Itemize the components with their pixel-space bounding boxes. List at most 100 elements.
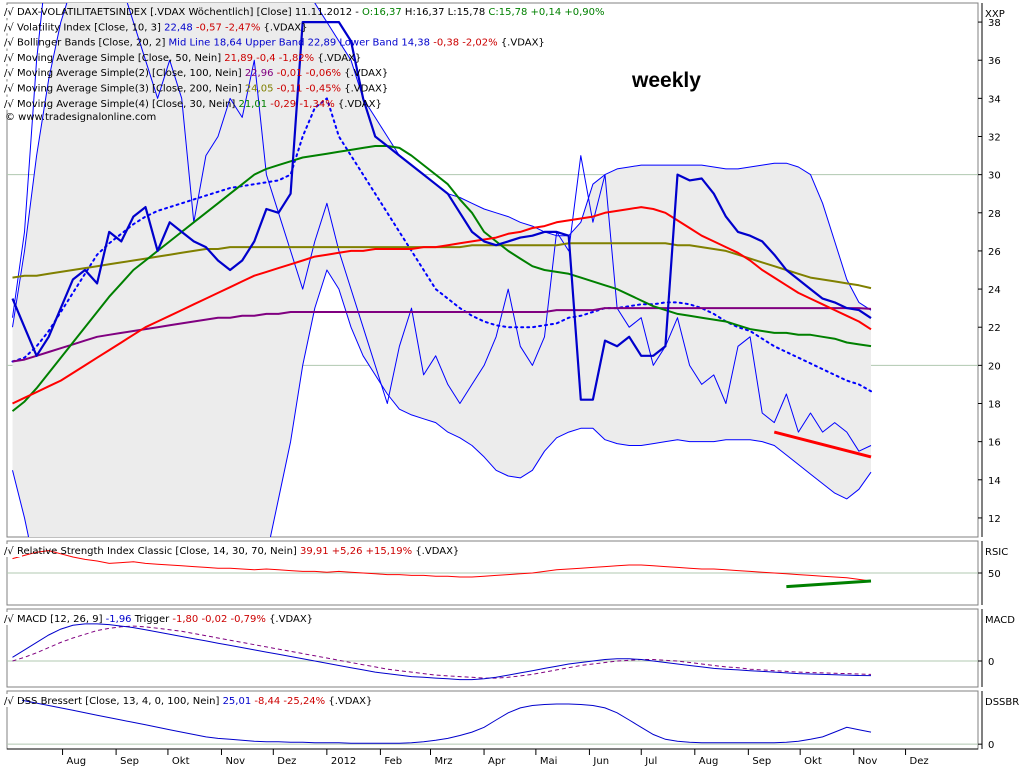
main-legend-icon: /√ — [4, 84, 14, 95]
series-mid-line — [11, 97, 872, 393]
main-ytick-label: 14 — [988, 476, 1001, 487]
main-legend-segment: -0,11 -0,45% — [273, 84, 341, 95]
main-legend-icon: /√ — [4, 38, 14, 49]
main-legend-segment: Volatility Index [Close, 10, 3] — [17, 22, 164, 33]
x-tick-label: Mai — [540, 756, 558, 767]
main-legend-segment: -0,38 -2,02% — [430, 38, 498, 49]
bollinger-band-fill — [12, 3, 871, 537]
main-ytick-label: 22 — [988, 323, 1001, 334]
main-ytick-label: 26 — [988, 247, 1001, 258]
main-legend-line: Moving Average Simple [Close, 50, Nein] … — [17, 53, 361, 64]
x-tick-label: Sep — [752, 756, 771, 767]
main-legend-line: Moving Average Simple(3) [Close, 200, Ne… — [17, 84, 388, 95]
main-legend-segment: {.VDAX} — [335, 99, 382, 110]
x-tick-label: Mrz — [434, 756, 452, 767]
rsi-legend-bg — [2, 544, 22, 557]
main-legend-segment: {.VDAX} — [341, 68, 388, 79]
x-tick-label: Sep — [120, 756, 139, 767]
main-legend-segment: {.VDAX} — [260, 22, 307, 33]
x-tick-label: Aug — [67, 756, 87, 767]
rsi-legend-segment: 39,91 +5,26 +15,19% — [300, 546, 412, 557]
rsi-legend-segment: Relative Strength Index Classic [Close, … — [17, 546, 300, 557]
trendline-rsi — [786, 579, 872, 589]
rsi-axis-label: RSIC — [985, 547, 1008, 558]
macd-ytick-label: 0 — [988, 657, 994, 668]
dss-plot-area — [7, 697, 978, 745]
main-legend-segment: Moving Average Simple(2) [Close, 100, Ne… — [17, 68, 245, 79]
main-legend-icon: /√ — [4, 53, 14, 64]
macd-legend-segment: -1,80 -0,02 -0,79% — [172, 614, 265, 625]
main-legend-segment: Bollinger Bands [Close, 20, 2] — [17, 38, 169, 49]
main-legend-icon: /√ — [4, 68, 14, 79]
main-legend-segment: {.VDAX} — [314, 53, 361, 64]
dss-legend-bg — [2, 694, 22, 707]
main-legend-bg — [2, 5, 22, 18]
main-legend-segment: -0,01 -0,06% — [273, 68, 341, 79]
rsi-legend-segment: {.VDAX} — [412, 546, 459, 557]
trendline-main — [773, 430, 872, 459]
main-legend-segment: DAX-VOLATILITAETSINDEX [.VDAX Wöchentlic… — [17, 7, 362, 18]
main-legend-segment: {.VDAX} — [341, 84, 388, 95]
main-legend-icon: /√ — [4, 7, 14, 18]
dss-legend-segment: {.VDAX} — [325, 696, 372, 707]
rsi-ytick-label: 50 — [988, 569, 1001, 580]
main-legend-segment: 21,89 -0,4 -1,82% — [224, 53, 314, 64]
series-moving-average-simple-4- — [11, 145, 872, 412]
main-legend-segment: Moving Average Simple(3) [Close, 200, Ne… — [17, 84, 245, 95]
main-legend-segment: 21,01 — [238, 99, 267, 110]
series-volatility-index — [11, 21, 872, 401]
main-legend-segment: -0,57 -2,47% — [193, 22, 261, 33]
macd-axis-label: MACD — [985, 615, 1015, 626]
main-legend-line: Bollinger Bands [Close, 20, 2] Mid Line … — [17, 38, 545, 49]
series-dss — [12, 697, 872, 744]
main-ytick-label: 38 — [988, 18, 1001, 29]
main-legend-segment: 22,96 — [245, 68, 274, 79]
main-legend-segment: Moving Average Simple [Close, 50, Nein] — [17, 53, 224, 64]
macd-legend-line: MACD [12, 26, 9] -1,96 Trigger -1,80 -0,… — [17, 614, 313, 625]
main-legend-segment: -0,29 -1,34% — [267, 99, 335, 110]
rsi-legend-line: Relative Strength Index Classic [Close, … — [17, 546, 459, 557]
rsi-legend-icon: /√ — [4, 546, 14, 557]
annotation-weekly: weekly — [631, 69, 701, 92]
x-tick-label: Okt — [804, 756, 822, 767]
dss-legend-segment: DSS Bressert [Close, 13, 4, 0, 100, Nein… — [17, 696, 223, 707]
main-legend-bg — [2, 35, 22, 49]
macd-legend-icon: /√ — [4, 614, 14, 625]
main-legend-segment: O:16,37 — [362, 7, 402, 18]
main-ytick-label: 20 — [988, 361, 1001, 372]
dss-frame — [6, 690, 979, 750]
main-legend-bg — [2, 20, 22, 34]
main-legend-bg — [2, 96, 22, 110]
series-macd-trigger — [12, 625, 872, 679]
main-legend-line: DAX-VOLATILITAETSINDEX [.VDAX Wöchentlic… — [17, 7, 605, 18]
macd-legend-segment: Trigger — [132, 614, 173, 625]
x-tick-label: Nov — [225, 756, 245, 767]
series-moving-average-simple-2- — [12, 307, 872, 363]
main-legend-line: Moving Average Simple(2) [Close, 100, Ne… — [17, 68, 388, 79]
main-legend-icon: /√ — [4, 99, 14, 110]
dss-axis-label: DSSBR — [985, 697, 1019, 708]
series-lower-band — [12, 269, 872, 537]
series-rsi — [12, 550, 872, 582]
main-legend-segment: H:16,37 L:15,78 — [402, 7, 489, 18]
dss-legend-icon: /√ — [4, 696, 14, 707]
main-ytick-label: 24 — [988, 285, 1001, 296]
x-tick-label: Apr — [488, 756, 506, 767]
main-legend-bg — [2, 50, 22, 64]
macd-frame — [6, 608, 979, 688]
x-tick-label: Dez — [910, 756, 929, 767]
dss-legend-segment: 25,01 — [223, 696, 252, 707]
macd-legend-bg — [2, 612, 22, 625]
macd-legend-segment: MACD [12, 26, 9] — [17, 614, 106, 625]
main-legend-segment: {.VDAX} — [498, 38, 545, 49]
main-legend-segment: 24,05 — [245, 84, 274, 95]
x-tick-label: Nov — [858, 756, 878, 767]
x-tick-label: Dez — [277, 756, 296, 767]
macd-plot-area — [7, 623, 978, 681]
x-tick-label: Okt — [172, 756, 190, 767]
macd-legend-segment: -1,96 — [106, 614, 132, 625]
main-legend-bg — [2, 66, 22, 80]
main-ytick-label: 12 — [988, 514, 1001, 525]
